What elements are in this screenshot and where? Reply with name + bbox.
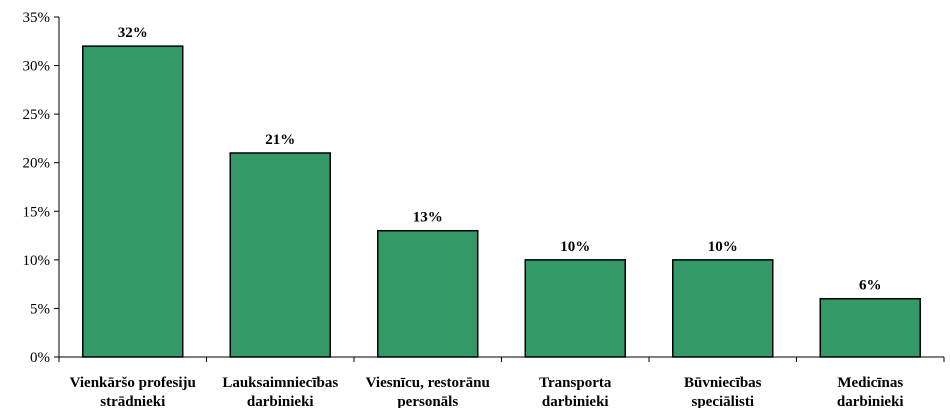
y-tick-label: 25% (23, 107, 51, 123)
bar (819, 297, 921, 358)
category-label: Būvniecības (684, 375, 762, 391)
category-label: Transporta (539, 375, 612, 391)
y-tick-label: 15% (23, 204, 51, 220)
category-labels: Vienkāršo profesiju strādnieki Lauksaimnie… (70, 375, 904, 408)
category-label: darbinieki (247, 394, 314, 408)
data-label: 32% (118, 25, 148, 41)
bar (524, 259, 626, 358)
category-label: strādnieki (100, 394, 165, 408)
y-tick-label: 30% (23, 59, 51, 75)
category-label: speciālisti (692, 394, 755, 408)
y-tick-label: 0% (30, 350, 50, 366)
bar (82, 45, 184, 358)
data-labels: 32% 21% 13% 10% 10% 6% (118, 25, 882, 294)
y-tick-label: 5% (30, 301, 50, 317)
category-label: Lauksaimniecības (222, 375, 338, 391)
data-label: 6% (859, 278, 882, 294)
category-label: Vienkāršo profesiju (70, 375, 196, 391)
y-tick-label: 35% (23, 10, 51, 26)
y-axis: 0% 5% 10% 15% 20% 25% 30% 35% (23, 10, 60, 366)
data-label: 10% (708, 239, 738, 255)
category-label: darbinieki (837, 394, 904, 408)
category-label: Medicīnas (837, 375, 903, 391)
x-axis (58, 356, 945, 362)
bar (377, 229, 479, 358)
data-label: 13% (413, 210, 443, 226)
y-tick-label: 10% (23, 253, 51, 269)
data-label: 21% (265, 132, 295, 148)
category-label: personāls (397, 394, 458, 408)
y-tick-label: 20% (23, 156, 51, 172)
bar (672, 259, 774, 358)
category-label: darbinieki (542, 394, 609, 408)
data-label: 10% (560, 239, 590, 255)
bar (229, 152, 331, 358)
bars (82, 45, 921, 358)
category-label: Viesnīcu, restorānu (366, 375, 490, 391)
